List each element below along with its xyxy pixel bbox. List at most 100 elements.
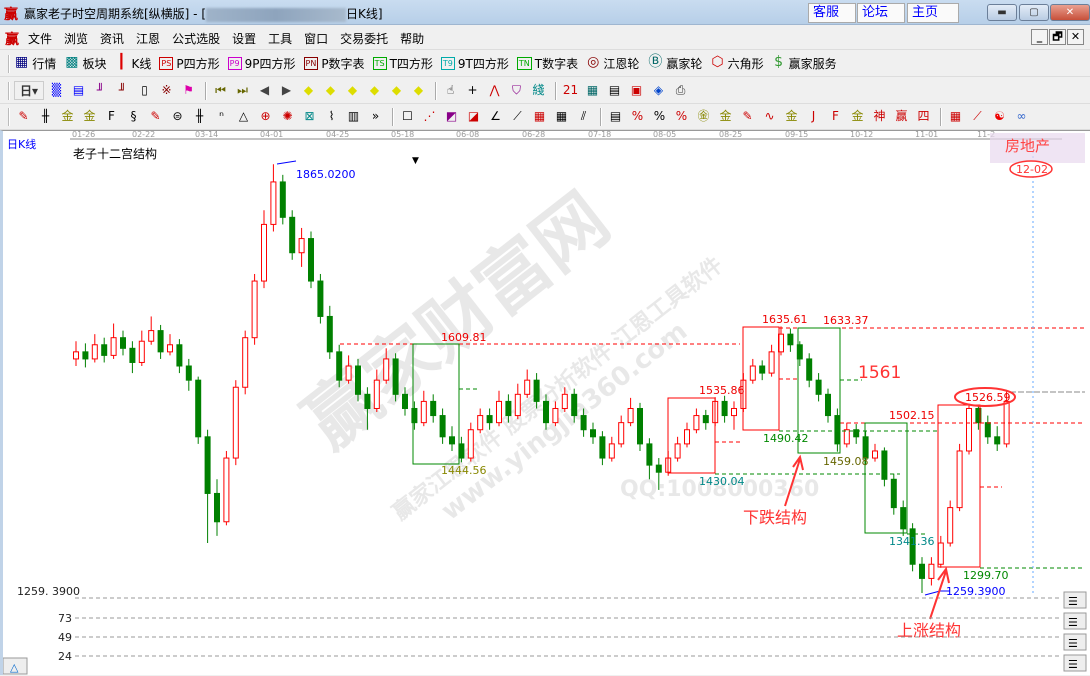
maximize-button[interactable]: ▢ <box>1019 4 1049 21</box>
customer-service-button[interactable]: 客服 <box>808 3 856 23</box>
diamond-left-icon[interactable]: ◆ <box>303 83 314 97</box>
menu-item[interactable]: 交易委托 <box>340 32 389 46</box>
spiral-icon[interactable]: § <box>130 109 137 123</box>
square-web-icon[interactable]: ⊠ <box>304 109 315 123</box>
left-arrow-icon[interactable]: ◀ <box>259 83 270 97</box>
ruler-icon[interactable]: ▥ <box>347 109 360 123</box>
gold3-icon[interactable]: 金 <box>785 109 798 123</box>
angle-icon[interactable]: ∠ <box>490 109 501 123</box>
toolbar-button-ts[interactable]: TS T四方形 <box>372 55 433 72</box>
crosshair-icon[interactable]: + <box>467 83 478 97</box>
toolbar-button-ps[interactable]: PS P四方形 <box>159 55 220 72</box>
candle-icon[interactable]: ▯ <box>141 83 148 97</box>
expand-button[interactable] <box>3 657 28 675</box>
grid2-icon[interactable]: ▦ <box>555 109 568 123</box>
gold-circle-icon[interactable]: ㊎ <box>697 109 710 123</box>
ying-fan-icon[interactable]: 赢 <box>895 109 908 123</box>
gold-icon[interactable]: 金 <box>61 109 74 123</box>
web-icon[interactable]: ✺ <box>282 109 293 123</box>
grid-icon[interactable]: ▦ <box>533 109 546 123</box>
network-icon[interactable]: ◈ <box>653 83 664 97</box>
menu-item[interactable]: 帮助 <box>400 32 425 46</box>
diamond-all-icon[interactable]: ◆ <box>413 83 424 97</box>
toolbar-button-hexagon[interactable]: ⬡ 六角形 <box>710 55 763 72</box>
mdi-close-button[interactable]: ✕ <box>1067 29 1084 45</box>
j-fan-icon[interactable]: J <box>811 109 816 123</box>
f-fan-icon[interactable]: F <box>832 109 839 123</box>
diag-icon[interactable]: ⫽ <box>580 109 587 123</box>
diamond-h-icon[interactable]: ◆ <box>347 83 358 97</box>
clipboard-icon[interactable]: ▤ <box>72 83 85 97</box>
forum-button[interactable]: 论坛 <box>857 3 905 23</box>
homepage-button[interactable]: 主页 <box>907 3 959 23</box>
toolbar-button-quote-table[interactable]: ▦ 行情 <box>14 55 56 72</box>
shen-fan-icon[interactable]: 神 <box>873 109 886 123</box>
more-icon[interactable]: » <box>371 109 380 123</box>
calendar-icon[interactable]: 21 <box>562 83 579 97</box>
percent-icon[interactable]: % <box>653 109 666 123</box>
toolbar-button-big-wheel[interactable]: Ⓑ 赢家轮 <box>647 55 702 72</box>
gold2-icon[interactable]: 金 <box>83 109 96 123</box>
menu-item[interactable]: 江恩 <box>136 32 161 46</box>
toolbar-button-tn[interactable]: TN T数字表 <box>516 55 578 72</box>
toolbar-button-t9[interactable]: T9 9T四方形 <box>440 55 509 72</box>
fan-icon[interactable]: ⋰ <box>423 109 436 123</box>
right-arrow-icon[interactable]: ▶ <box>281 83 292 97</box>
first-icon[interactable]: ⏮ <box>215 83 226 97</box>
dropdown-marker[interactable]: ▼ <box>412 156 419 166</box>
step3-icon[interactable]: ╜ <box>96 83 105 97</box>
diamond-x-icon[interactable]: ◆ <box>369 83 380 97</box>
fib-icon[interactable]: F <box>108 109 115 123</box>
gold-lines-icon[interactable]: 金 <box>719 109 732 123</box>
minimize-button[interactable]: ▬ <box>987 4 1017 21</box>
diamond-v-icon[interactable]: ◆ <box>391 83 402 97</box>
table-icon[interactable]: ▤ <box>609 109 622 123</box>
menu-item[interactable]: 工具 <box>268 32 293 46</box>
taiji-icon[interactable]: ☯ <box>994 109 1005 123</box>
menu-item[interactable]: 浏览 <box>64 32 89 46</box>
printer-icon[interactable]: ⎙ <box>675 83 686 97</box>
toolbar-button-dollar[interactable]: $ 赢家服务 <box>772 55 836 72</box>
hash-icon[interactable]: ╫ <box>195 109 204 123</box>
toolbar-button-gann-wheel[interactable]: ◎ 江恩轮 <box>586 55 639 72</box>
pen3-icon[interactable]: ✎ <box>742 109 753 123</box>
menu-item[interactable]: 文件 <box>28 32 53 46</box>
notes-icon[interactable]: ▤ <box>608 83 621 97</box>
infinity-icon[interactable]: ∞ <box>1016 109 1027 123</box>
pattern-icon[interactable]: ※ <box>161 83 172 97</box>
fan2-icon[interactable]: ◪ <box>467 109 480 123</box>
mdi-restore-button[interactable]: 🗗 <box>1049 29 1066 45</box>
menu-item[interactable]: 设置 <box>232 32 257 46</box>
triangle-icon[interactable]: △ <box>238 109 249 123</box>
zigzag-icon[interactable]: ⋀ <box>489 83 500 97</box>
percent-line-icon[interactable]: % <box>631 109 644 123</box>
menu-item[interactable]: 窗口 <box>304 32 329 46</box>
scroll-buttons[interactable]: ☰ ☰ ☰ ☰ <box>1063 591 1087 672</box>
chart-area[interactable]: 01-26 02-22 03-14 04-01 04-25 05-18 06-08 06-28… <box>0 130 1090 675</box>
lines-icon[interactable]: ╫ <box>41 109 50 123</box>
pen2-icon[interactable]: ✎ <box>150 109 161 123</box>
box-fan-icon[interactable]: ◩ <box>445 109 458 123</box>
shirt-icon[interactable]: ⛉ <box>511 83 521 97</box>
last-icon[interactable]: ⏭ <box>237 83 248 97</box>
pen-icon[interactable]: ✎ <box>18 109 29 123</box>
percent-lines-icon[interactable]: % <box>675 109 688 123</box>
box-icon[interactable]: ☐ <box>402 109 413 123</box>
line-chart-icon[interactable]: ⟋ <box>973 109 982 123</box>
toolbar-button-p9[interactable]: P9 9P四方形 <box>227 55 296 72</box>
target-icon[interactable]: ⊕ <box>260 109 271 123</box>
wave-icon[interactable]: ⌇ <box>328 109 335 123</box>
formula-icon[interactable]: 綫 <box>532 83 545 97</box>
slash-icon[interactable]: ⟋ <box>513 109 522 123</box>
sine-icon[interactable]: ∿ <box>764 109 775 123</box>
menu-item[interactable]: 资讯 <box>100 32 125 46</box>
circle-lines-icon[interactable]: ⊜ <box>172 109 183 123</box>
n2-icon[interactable]: ⁿ <box>219 109 224 123</box>
save-icon[interactable]: ▣ <box>630 83 643 97</box>
menu-item[interactable]: 公式选股 <box>172 32 221 46</box>
calculator-icon[interactable]: ▦ <box>586 83 599 97</box>
diamond-right-icon[interactable]: ◆ <box>325 83 336 97</box>
grid-yellow-icon[interactable]: ▦ <box>949 109 962 123</box>
hand-icon[interactable]: ☝ <box>446 83 455 97</box>
toolbar-button-pn[interactable]: PN P数字表 <box>303 55 365 72</box>
